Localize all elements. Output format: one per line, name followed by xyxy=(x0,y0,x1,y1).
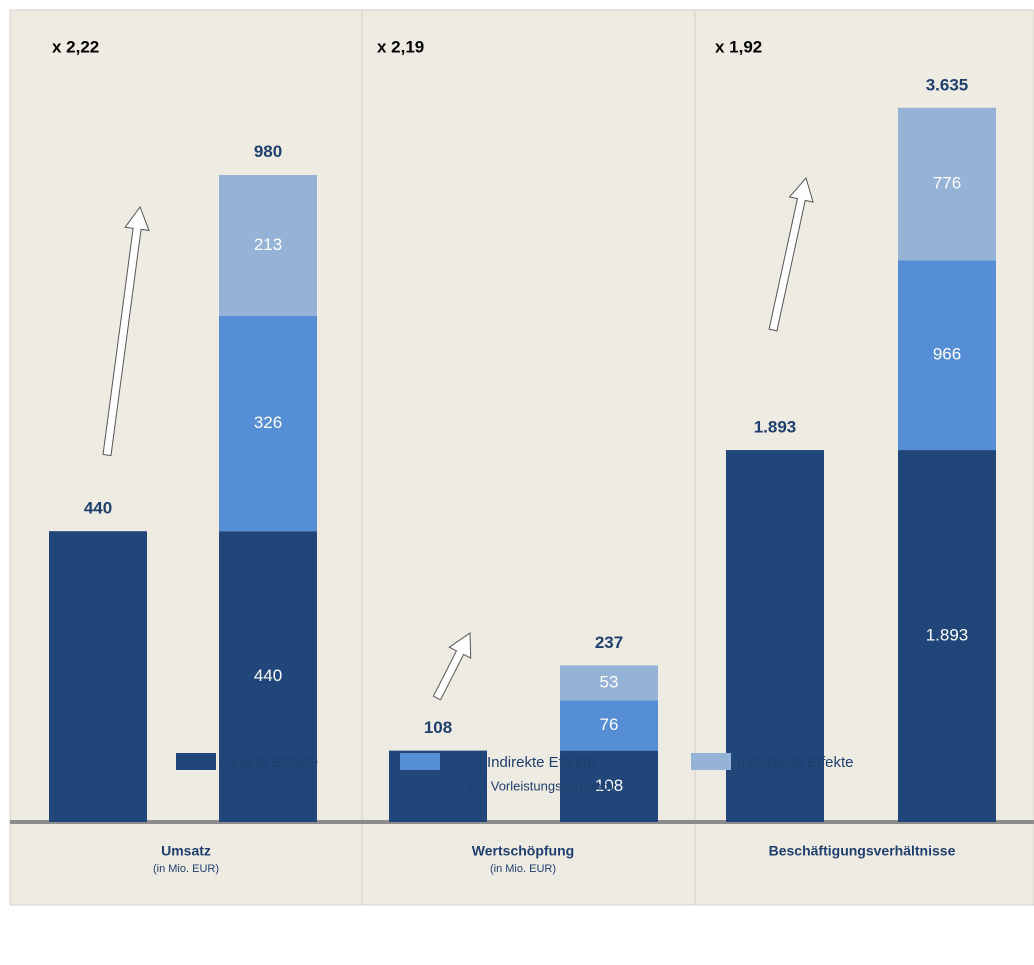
legend-label: Direkte Effekte xyxy=(220,754,318,771)
value-label: 108 xyxy=(595,776,623,795)
legend-label: Indirekte Effekte xyxy=(487,754,595,771)
bar-segment xyxy=(726,450,824,822)
total-label: 440 xyxy=(84,499,112,518)
value-label: 440 xyxy=(254,666,282,685)
value-label: 53 xyxy=(600,672,619,691)
bar-segment xyxy=(49,531,147,822)
legend-swatch xyxy=(176,753,216,770)
growth-arrow xyxy=(102,205,150,457)
total-label: 980 xyxy=(254,142,282,161)
panel-subtitle: (in Mio. EUR) xyxy=(153,863,219,875)
bar-segment xyxy=(219,174,317,316)
value-label: 213 xyxy=(254,235,282,254)
bar-segment xyxy=(898,260,996,451)
bar-segment xyxy=(898,107,996,261)
value-label: 1.893 xyxy=(926,626,969,645)
value-label: 76 xyxy=(600,715,619,734)
multiplier: x 2,19 xyxy=(377,37,424,56)
value-label: 776 xyxy=(933,173,961,192)
total-label: 1.893 xyxy=(754,418,797,437)
panel-title: Umsatz xyxy=(161,843,211,859)
legend-swatch xyxy=(400,753,440,770)
multiplier: x 2,22 xyxy=(52,37,99,56)
growth-arrow xyxy=(768,176,814,332)
multiplier: x 1,92 xyxy=(715,37,762,56)
growth-arrow xyxy=(432,632,472,701)
total-label: 108 xyxy=(424,718,452,737)
bar-segment xyxy=(560,700,658,751)
total-label: 237 xyxy=(595,633,623,652)
panel-title: Wertschöpfung xyxy=(472,843,574,859)
legend-note: (im Vorleistungsverbund) xyxy=(469,778,613,793)
total-label: 3.635 xyxy=(926,75,969,94)
value-label: 326 xyxy=(254,413,282,432)
bar-segment xyxy=(560,750,658,822)
value-label: 966 xyxy=(933,345,961,364)
legend-label: Induzierte Effekte xyxy=(737,754,853,771)
bar-segment xyxy=(219,315,317,532)
panel-subtitle: (in Mio. EUR) xyxy=(490,863,556,875)
bar-segment xyxy=(219,531,317,822)
bar-segment xyxy=(898,450,996,822)
legend-swatch xyxy=(691,753,731,770)
panel-title: Beschäftigungsverhältnisse xyxy=(769,843,956,859)
bar-segment xyxy=(560,665,658,701)
